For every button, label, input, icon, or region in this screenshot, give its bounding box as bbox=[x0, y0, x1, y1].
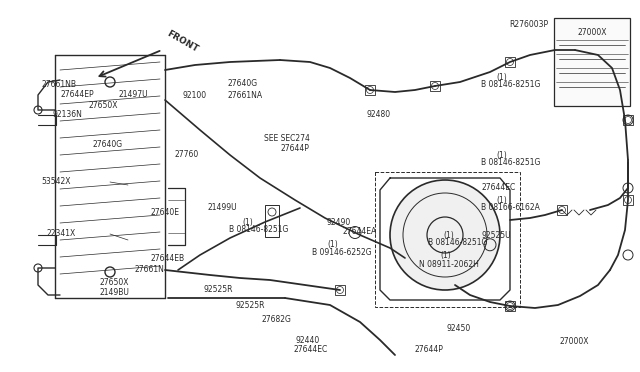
Text: 27000X: 27000X bbox=[560, 337, 589, 346]
Text: 21499U: 21499U bbox=[208, 203, 237, 212]
Text: B 08146-8251G: B 08146-8251G bbox=[229, 225, 289, 234]
Bar bbox=[505, 301, 515, 311]
Text: (1): (1) bbox=[328, 240, 339, 249]
Bar bbox=[623, 115, 633, 125]
Text: 92525U: 92525U bbox=[481, 231, 511, 240]
Text: 92525R: 92525R bbox=[204, 285, 233, 294]
Text: 27661N: 27661N bbox=[134, 265, 164, 274]
Bar bbox=[365, 85, 375, 95]
Text: (1): (1) bbox=[242, 218, 253, 227]
Circle shape bbox=[34, 264, 42, 272]
Bar bbox=[505, 57, 515, 67]
Circle shape bbox=[105, 77, 115, 87]
Text: 27644P: 27644P bbox=[280, 144, 309, 153]
Bar bbox=[335, 285, 345, 295]
Text: B 08166-6162A: B 08166-6162A bbox=[481, 203, 540, 212]
Text: 27661NA: 27661NA bbox=[227, 92, 262, 100]
Text: 21497U: 21497U bbox=[118, 90, 148, 99]
Text: 22341X: 22341X bbox=[47, 229, 76, 238]
Text: FRONT: FRONT bbox=[99, 29, 200, 77]
Text: 27640G: 27640G bbox=[93, 140, 123, 149]
Text: 92450: 92450 bbox=[447, 324, 471, 333]
Circle shape bbox=[390, 180, 500, 290]
Text: 92490: 92490 bbox=[326, 218, 351, 227]
Text: 27644EA: 27644EA bbox=[342, 227, 377, 236]
Text: 92440: 92440 bbox=[296, 336, 320, 345]
Bar bbox=[557, 205, 567, 215]
Text: SEE SEC274: SEE SEC274 bbox=[264, 134, 310, 143]
Text: (1): (1) bbox=[443, 231, 454, 240]
Text: 27644EC: 27644EC bbox=[293, 345, 328, 354]
Text: 27644EC: 27644EC bbox=[481, 183, 516, 192]
Text: 27661NB: 27661NB bbox=[42, 80, 77, 89]
Text: B 08146-8251G: B 08146-8251G bbox=[428, 238, 487, 247]
Text: 27640G: 27640G bbox=[227, 79, 257, 88]
Text: 53542X: 53542X bbox=[42, 177, 71, 186]
Bar bbox=[265, 205, 279, 237]
Text: 27682G: 27682G bbox=[261, 315, 291, 324]
Text: R276003P: R276003P bbox=[509, 20, 548, 29]
Text: 27650X: 27650X bbox=[88, 101, 118, 110]
Text: B 08146-8251G: B 08146-8251G bbox=[481, 80, 541, 89]
Bar bbox=[554, 18, 630, 106]
Text: (1): (1) bbox=[496, 73, 507, 82]
Text: 27644EP: 27644EP bbox=[61, 90, 95, 99]
Text: (1): (1) bbox=[496, 151, 507, 160]
Text: 92525R: 92525R bbox=[236, 301, 265, 310]
Text: (1): (1) bbox=[440, 251, 451, 260]
Circle shape bbox=[105, 267, 115, 277]
Bar bbox=[623, 195, 633, 205]
Text: N 08911-2062H: N 08911-2062H bbox=[419, 260, 479, 269]
Text: 27650X: 27650X bbox=[99, 278, 129, 287]
Text: 92480: 92480 bbox=[366, 110, 390, 119]
Text: 27000X: 27000X bbox=[577, 28, 607, 37]
Text: 27640E: 27640E bbox=[150, 208, 179, 217]
Bar bbox=[375, 172, 520, 307]
Text: 27644EB: 27644EB bbox=[150, 254, 184, 263]
Text: B 09146-6252G: B 09146-6252G bbox=[312, 248, 372, 257]
Text: 92136N: 92136N bbox=[52, 110, 83, 119]
Text: 27760: 27760 bbox=[174, 150, 198, 159]
Bar bbox=[430, 81, 440, 91]
Text: 2149BU: 2149BU bbox=[99, 288, 129, 296]
Text: (1): (1) bbox=[496, 196, 507, 205]
Circle shape bbox=[34, 106, 42, 114]
Text: 92100: 92100 bbox=[182, 92, 207, 100]
Text: 27644P: 27644P bbox=[415, 345, 444, 354]
Text: B 08146-8251G: B 08146-8251G bbox=[481, 158, 541, 167]
